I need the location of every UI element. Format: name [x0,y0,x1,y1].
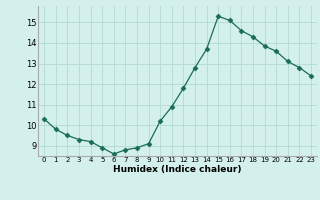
X-axis label: Humidex (Indice chaleur): Humidex (Indice chaleur) [113,165,242,174]
